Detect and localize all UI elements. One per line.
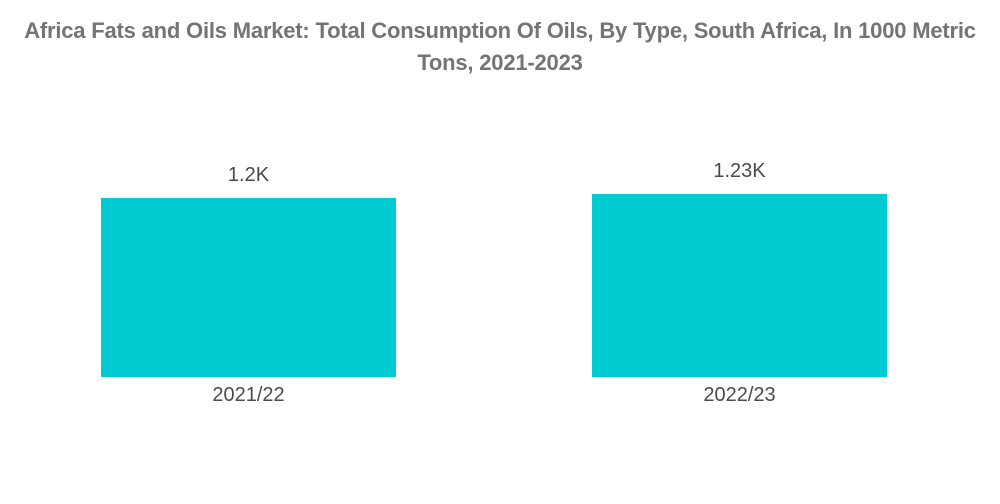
bar-value-label-2022-23: 1.23K — [713, 159, 766, 182]
bar-group-2021-22: 1.2K 2021/22 — [101, 164, 396, 406]
bar-2021-22 — [101, 198, 396, 377]
category-label-2021-22: 2021/22 — [212, 384, 285, 406]
bar-2022-23 — [592, 193, 887, 377]
chart-title: Africa Fats and Oils Market: Total Consu… — [24, 18, 976, 75]
category-label-2022-23: 2022/23 — [703, 384, 776, 406]
bar-group-2022-23: 1.23K 2022/23 — [592, 159, 887, 406]
bar-value-label-2021-22: 1.2K — [227, 164, 270, 186]
